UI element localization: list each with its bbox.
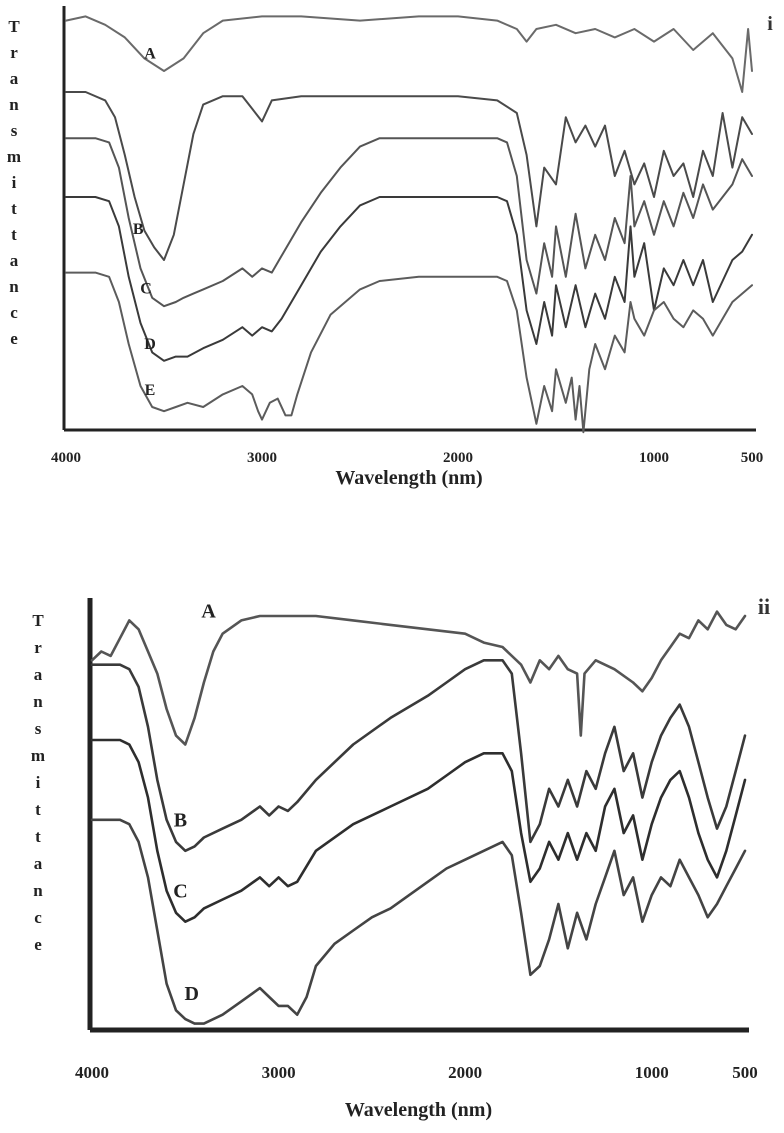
panel-label: i (767, 13, 773, 35)
x-axis-label: Wavelength (nm) (345, 1099, 492, 1121)
series-label-A: A (201, 601, 216, 623)
x-tick-label: 1000 (635, 1063, 669, 1082)
series-label-B: B (133, 221, 144, 238)
series-label-B: B (174, 810, 187, 832)
series-label-D: D (144, 336, 156, 353)
series-label-C: C (173, 880, 187, 902)
chart-panel-ii: 4000 3000 2000 1000 500 Wavelength (nm) T r a n s m… (31, 594, 770, 1121)
series-label-D: D (184, 983, 198, 1005)
chart-panel-i: 4000 3000 2000 1000 500 Wavelength (nm) T r a n s m… (7, 6, 773, 489)
series-label-C: C (140, 280, 152, 297)
series-line-B (65, 91, 753, 261)
series-line-A (65, 15, 753, 93)
panel-label: ii (758, 594, 770, 619)
series-line-A (90, 610, 747, 746)
x-tick-label: 1000 (639, 450, 669, 466)
series-line-C (65, 137, 753, 308)
x-tick-label: 4000 (51, 450, 81, 466)
series-label-A: A (144, 45, 156, 62)
series-line-D (65, 196, 753, 362)
x-axis-label: Wavelength (nm) (335, 467, 482, 489)
series-line-D (90, 818, 747, 1025)
x-tick-label: 500 (732, 1063, 758, 1082)
x-tick-label: 2000 (443, 450, 473, 466)
x-tick-label: 3000 (262, 1063, 296, 1082)
series-line-E (65, 271, 753, 434)
series-line-B (90, 659, 747, 853)
x-tick-label: 3000 (247, 450, 277, 466)
series-line-C (90, 738, 747, 923)
x-tick-label: 4000 (75, 1063, 109, 1082)
x-tick-label: 2000 (448, 1063, 482, 1082)
series-label-E: E (145, 382, 156, 399)
x-tick-label: 500 (741, 450, 764, 466)
